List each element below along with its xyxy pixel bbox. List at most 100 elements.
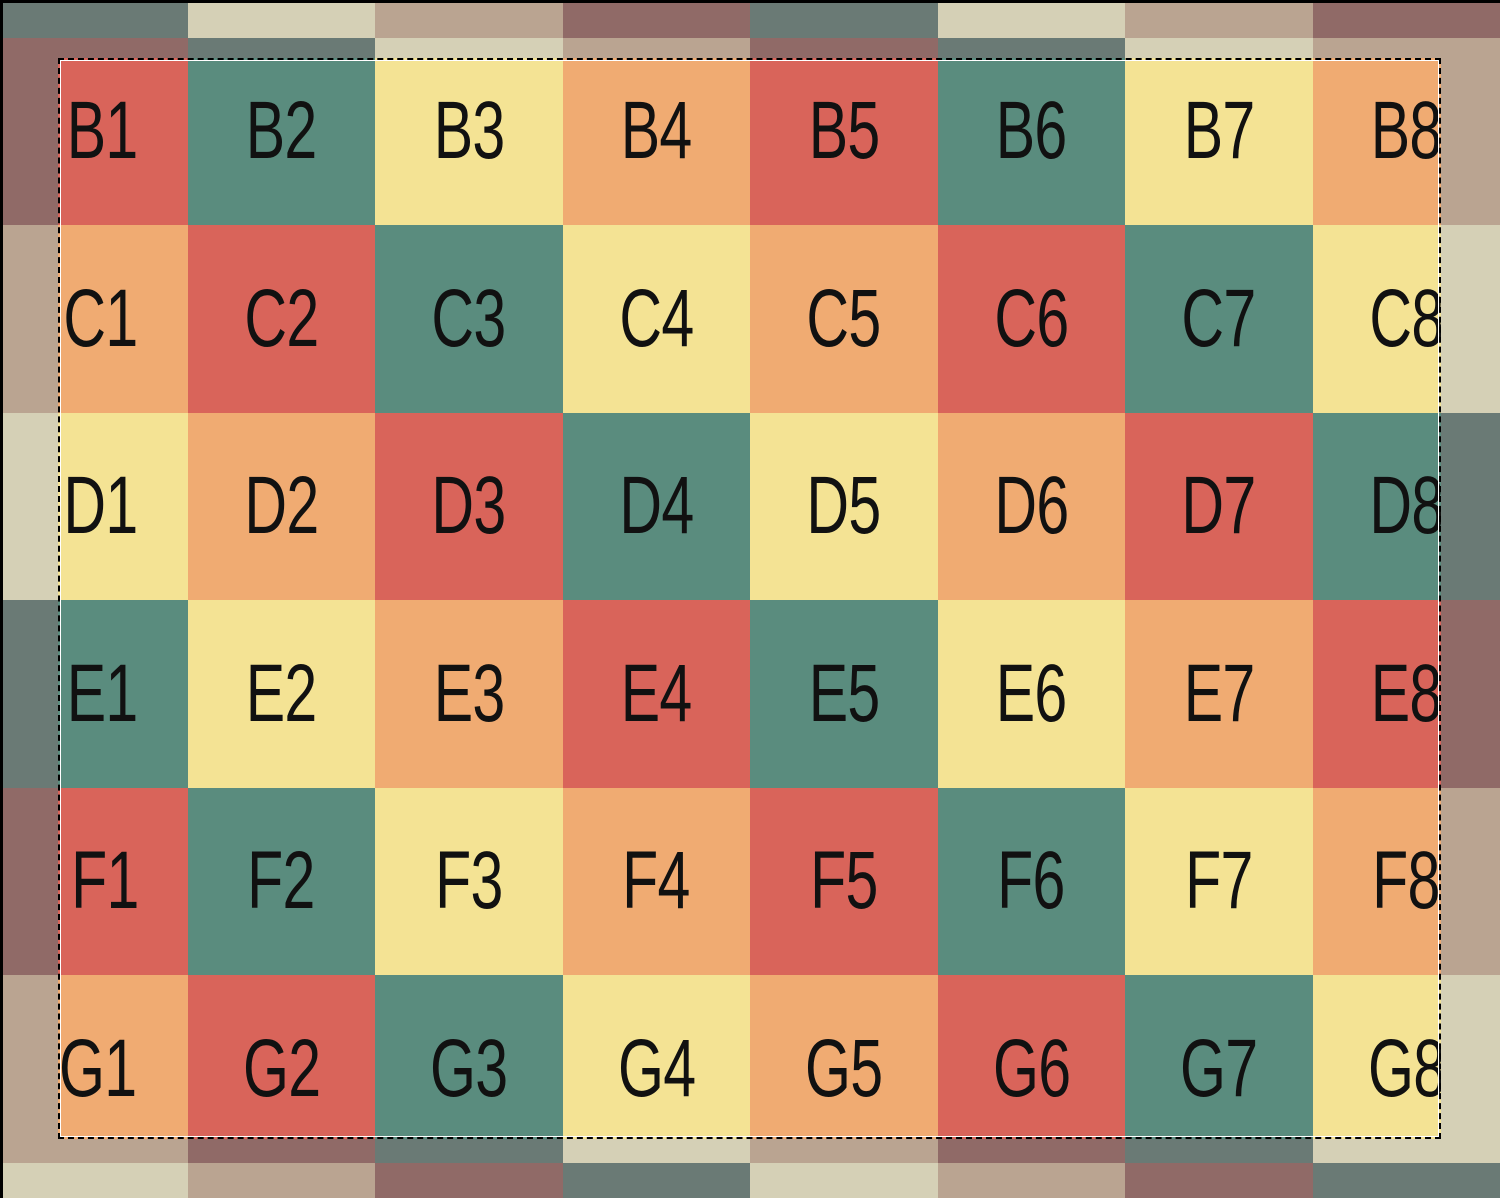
grid-cell-H3 (375, 1162, 563, 1198)
grid-cell-E1: E1 (58, 600, 188, 788)
grid-cell-E2: E2 (187, 600, 375, 788)
grid-cell-D6: D6 (937, 412, 1125, 600)
cell-label: D6 (994, 460, 1069, 552)
cell-label: C5 (806, 272, 882, 364)
cell-label: D8 (1369, 460, 1444, 552)
cell-label: G4 (617, 1022, 696, 1114)
grid-cell-H8 (1312, 1162, 1500, 1198)
cell-label: E3 (433, 647, 505, 739)
crop-selection-rectangle[interactable] (58, 58, 1441, 1139)
grid-cell-G4: G4 (562, 975, 750, 1139)
cell-label: G5 (805, 1022, 883, 1114)
cell-label: F8 (1372, 835, 1441, 927)
cell-label: E2 (245, 647, 318, 739)
grid-cell-E4: E4 (562, 600, 750, 788)
cell-label: B2 (245, 85, 318, 177)
cell-label: B6 (995, 85, 1068, 177)
grid-cell-D8: D8 (1312, 412, 1444, 600)
grid-cell-B5: B5 (750, 58, 938, 225)
cell-label: G8 (1367, 1022, 1445, 1114)
grid-cell-D4: D4 (562, 412, 750, 600)
grid-cell-B6: B6 (937, 58, 1125, 225)
cell-label: E1 (66, 647, 139, 739)
cell-label: F2 (247, 835, 316, 927)
cell-label: F5 (810, 835, 878, 927)
cell-label: B4 (620, 85, 693, 177)
cell-label: F3 (435, 835, 503, 927)
grid-cell-E7: E7 (1125, 600, 1313, 788)
grid-cell-B2: B2 (187, 58, 375, 225)
cell-label: G1 (59, 1022, 137, 1114)
grid-cell-G3: G3 (375, 975, 563, 1139)
grid-cell-A8 (1312, 3, 1500, 38)
grid-cell-F5: F5 (750, 787, 938, 975)
cell-label: E8 (1370, 647, 1442, 739)
grid-cell-H6 (937, 1162, 1125, 1198)
grid-cell-E5: E5 (750, 600, 938, 788)
grid-cell-B1: B1 (58, 58, 188, 225)
cell-label: D1 (63, 460, 138, 552)
grid-cell-B4: B4 (562, 58, 750, 225)
grid-cell-B3: B3 (375, 58, 563, 225)
cell-label: D3 (431, 460, 507, 552)
grid-cell-A5 (750, 3, 938, 38)
cell-label: F6 (997, 835, 1066, 927)
cell-label: F7 (1185, 835, 1253, 927)
grid-cell-F7: F7 (1125, 787, 1313, 975)
grid-cell-A1 (3, 3, 188, 38)
grid-cell-A2 (187, 3, 375, 38)
cell-label: C4 (619, 272, 694, 364)
grid-cell-G2: G2 (187, 975, 375, 1139)
cell-label: E7 (1183, 647, 1255, 739)
grid-cell-C6: C6 (937, 225, 1125, 413)
grid-cell-C5: C5 (750, 225, 938, 413)
grid-cell-D7: D7 (1125, 412, 1313, 600)
grid-cell-G5: G5 (750, 975, 938, 1139)
grid-cell-F3: F3 (375, 787, 563, 975)
cell-label: F4 (622, 835, 691, 927)
grid-cell-H5 (750, 1162, 938, 1198)
cell-label: G3 (430, 1022, 508, 1114)
selected-grid-area: B1 B2 B3 B4 B5 B6 B7 B8 C1 C2 C3 C4 C5 C6 C7 C8 D1 D2 D3 D4… (58, 58, 1445, 1139)
grid-cell-E8: E8 (1312, 600, 1442, 788)
grid-cell-G1: G1 (58, 975, 188, 1139)
cell-label: C1 (63, 272, 138, 364)
grid-cell-H7 (1125, 1162, 1313, 1198)
grid-cell-F6: F6 (937, 787, 1125, 975)
grid-cell-H1 (3, 1162, 188, 1198)
grid-cell-C7: C7 (1125, 225, 1313, 413)
cell-label: C8 (1369, 272, 1444, 364)
cell-label: B3 (433, 85, 505, 177)
cell-label: C3 (431, 272, 507, 364)
grid-cell-F4: F4 (562, 787, 750, 975)
grid-cell-C3: C3 (375, 225, 563, 413)
grid-cell-D3: D3 (375, 412, 563, 600)
grid-cell-B7: B7 (1125, 58, 1313, 225)
cell-label: C2 (244, 272, 319, 364)
cell-label: C7 (1181, 272, 1257, 364)
grid-cell-C4: C4 (562, 225, 750, 413)
grid-cell-E3: E3 (375, 600, 563, 788)
cell-label: E5 (808, 647, 880, 739)
grid-cell-C2: C2 (187, 225, 375, 413)
grid-cell-C8: C8 (1312, 225, 1444, 413)
cell-label: B7 (1183, 85, 1255, 177)
grid-cell-A4 (562, 3, 750, 38)
cell-label: B5 (808, 85, 880, 177)
cell-label: G2 (242, 1022, 321, 1114)
grid-cell-A6 (937, 3, 1125, 38)
cell-label: E6 (995, 647, 1068, 739)
grid-cell-B8: B8 (1312, 58, 1441, 225)
grid-cell-D1: D1 (58, 412, 188, 600)
cell-label: G6 (992, 1022, 1071, 1114)
cell-label: F1 (70, 835, 139, 927)
grid-cell-G8: G8 (1312, 975, 1445, 1139)
grid-cell-G6: G6 (937, 975, 1125, 1139)
grid-cell-H2 (187, 1162, 375, 1198)
grid-cell-F8: F8 (1312, 787, 1441, 975)
grid-cell-F2: F2 (187, 787, 375, 975)
cell-label: G7 (1180, 1022, 1258, 1114)
grid-cell-G7: G7 (1125, 975, 1313, 1139)
grid-cell-H4 (562, 1162, 750, 1198)
grid-cell-A3 (375, 3, 563, 38)
